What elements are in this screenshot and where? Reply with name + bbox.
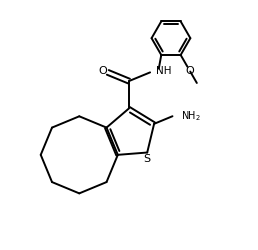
Text: O: O <box>185 66 194 76</box>
Text: O: O <box>99 66 107 76</box>
Text: NH: NH <box>156 66 171 76</box>
Text: S: S <box>144 154 151 164</box>
Text: NH$_2$: NH$_2$ <box>181 109 201 123</box>
